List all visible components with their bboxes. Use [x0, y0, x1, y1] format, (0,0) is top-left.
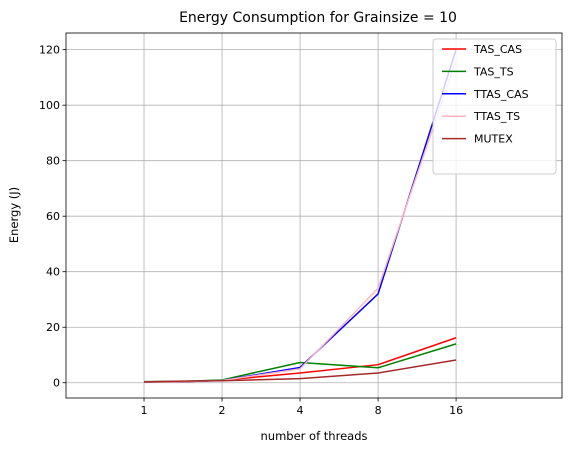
y-axis-ticks: 0 20 40 60 80 100 120	[39, 44, 66, 390]
y-tick-label: 40	[46, 266, 60, 279]
y-tick-label: 20	[46, 321, 60, 334]
x-tick-label: 16	[449, 404, 463, 417]
chart-title: Energy Consumption for Grainsize = 10	[179, 10, 457, 26]
series-group	[144, 49, 457, 383]
y-tick-label: 120	[39, 44, 60, 57]
plot-frame	[65, 32, 563, 399]
legend-label-ttas-cas: TTAS_CAS	[473, 88, 529, 101]
y-axis-label: Energy (J)	[7, 187, 21, 243]
x-axis-ticks: 1 2 4 8 16	[141, 398, 463, 417]
legend-label-mutex: MUTEX	[474, 133, 513, 146]
x-tick-label: 4	[297, 404, 304, 417]
legend-label-ttas-ts: TTAS_TS	[473, 110, 520, 123]
series-line-mutex	[144, 359, 457, 383]
legend-label-tas-ts: TAS_TS	[473, 65, 514, 78]
x-tick-label: 8	[375, 404, 382, 417]
y-tick-label: 80	[46, 155, 60, 168]
legend-label-tas-cas: TAS_CAS	[473, 43, 522, 56]
x-tick-label: 2	[219, 404, 226, 417]
y-tick-label: 60	[46, 210, 60, 223]
y-tick-label: 100	[39, 99, 60, 112]
x-tick-label: 1	[141, 404, 148, 417]
legend: TAS_CAS TAS_TS TTAS_CAS TTAS_TS MUTEX	[432, 38, 557, 175]
y-tick-label: 0	[53, 377, 60, 390]
x-axis-label: number of threads	[261, 429, 368, 443]
legend-box	[432, 38, 557, 175]
